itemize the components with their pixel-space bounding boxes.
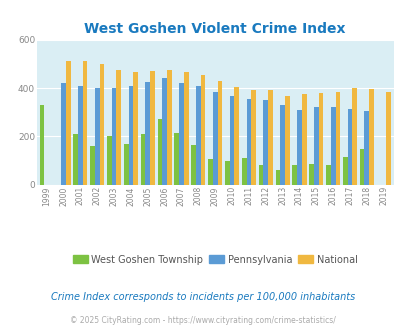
Bar <box>200 75 205 185</box>
Bar <box>251 90 255 185</box>
Bar <box>234 87 239 185</box>
Bar <box>191 145 196 185</box>
Bar <box>335 92 339 185</box>
Bar <box>183 72 188 185</box>
Bar <box>330 107 335 185</box>
Bar <box>352 88 356 185</box>
Title: West Goshen Violent Crime Index: West Goshen Violent Crime Index <box>84 22 345 36</box>
Bar <box>39 105 44 185</box>
Bar <box>90 146 95 185</box>
Bar <box>241 158 246 185</box>
Bar <box>174 133 179 185</box>
Bar <box>179 83 183 185</box>
Bar <box>157 119 162 185</box>
Bar <box>166 70 171 185</box>
Text: © 2025 CityRating.com - https://www.cityrating.com/crime-statistics/: © 2025 CityRating.com - https://www.city… <box>70 316 335 325</box>
Bar <box>313 107 318 185</box>
Bar <box>246 99 251 185</box>
Bar <box>279 105 284 185</box>
Bar <box>364 111 368 185</box>
Bar <box>292 165 296 185</box>
Bar <box>150 71 154 185</box>
Bar <box>368 89 373 185</box>
Bar <box>99 64 104 185</box>
Bar <box>124 144 128 185</box>
Bar <box>325 165 330 185</box>
Bar <box>258 165 263 185</box>
Bar <box>73 134 78 185</box>
Bar <box>347 109 352 185</box>
Text: Crime Index corresponds to incidents per 100,000 inhabitants: Crime Index corresponds to incidents per… <box>51 292 354 302</box>
Bar <box>111 88 116 185</box>
Bar <box>116 70 121 185</box>
Legend: West Goshen Township, Pennsylvania, National: West Goshen Township, Pennsylvania, Nati… <box>69 251 360 268</box>
Bar <box>359 148 364 185</box>
Bar <box>385 92 390 185</box>
Bar <box>196 85 200 185</box>
Bar <box>212 92 217 185</box>
Bar <box>275 170 279 185</box>
Bar <box>208 159 212 185</box>
Bar <box>217 81 222 185</box>
Bar <box>296 110 301 185</box>
Bar <box>128 85 133 185</box>
Bar <box>224 161 229 185</box>
Bar <box>309 164 313 185</box>
Bar <box>318 93 322 185</box>
Bar <box>342 157 347 185</box>
Bar <box>61 83 66 185</box>
Bar <box>78 85 83 185</box>
Bar <box>107 136 111 185</box>
Bar <box>267 90 272 185</box>
Bar <box>95 88 99 185</box>
Bar <box>145 82 150 185</box>
Bar <box>141 134 145 185</box>
Bar <box>301 94 306 185</box>
Bar <box>284 96 289 185</box>
Bar <box>83 61 87 185</box>
Bar <box>263 100 267 185</box>
Bar <box>66 61 70 185</box>
Bar <box>162 78 166 185</box>
Bar <box>133 72 138 185</box>
Bar <box>229 96 234 185</box>
